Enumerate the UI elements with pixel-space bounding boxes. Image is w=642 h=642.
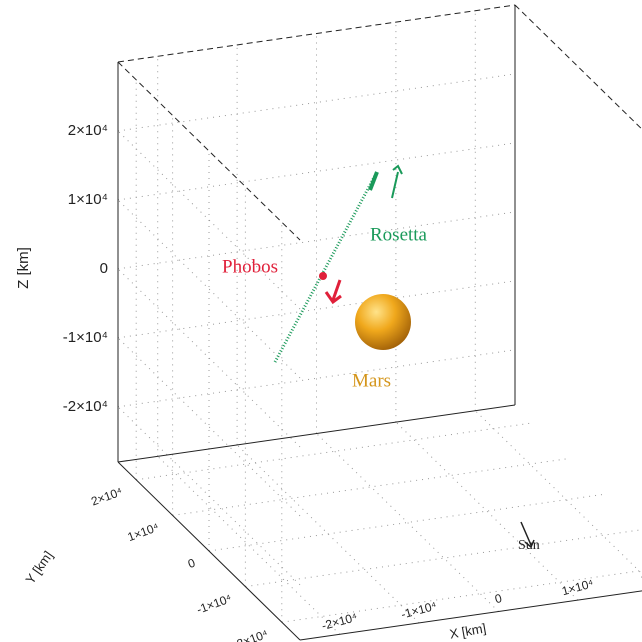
- z-tick-label: -1×10⁴: [63, 329, 108, 346]
- grid-line: [118, 269, 300, 447]
- grid-line: [118, 131, 300, 309]
- y-tick-label: 0: [186, 556, 197, 572]
- x-tick-label: 0: [493, 591, 503, 606]
- x-tick-label: -2×10⁴: [320, 610, 359, 633]
- annotation: Rosetta: [370, 224, 428, 245]
- mars-sphere: [355, 294, 411, 350]
- grid-line: [118, 212, 515, 269]
- z-tick-label: 2×10⁴: [68, 122, 108, 139]
- box-edge: [118, 5, 515, 62]
- grid-line: [317, 434, 499, 612]
- grid-line: [282, 565, 642, 622]
- scene: [275, 166, 534, 547]
- grid-line: [158, 456, 340, 634]
- grid-line: [475, 411, 642, 589]
- grid-line: [209, 494, 606, 551]
- z-tick-label: 0: [100, 260, 108, 277]
- grid-line: [118, 74, 515, 131]
- x-tick-label: 1×10⁴: [560, 576, 595, 598]
- z-tick-label: 1×10⁴: [68, 191, 108, 208]
- grid-line: [118, 350, 515, 407]
- axis-line: [118, 405, 515, 462]
- z-axis-label: Z [km]: [15, 247, 32, 289]
- x-tick-label: -1×10⁴: [400, 599, 439, 622]
- y-tick-label: -2×10⁴: [231, 627, 270, 642]
- chart: -2×10⁴-1×10⁴01×10⁴2×10⁴-2×10⁴-1×10⁴01×10…: [0, 0, 642, 642]
- annotation: Sun: [518, 538, 540, 553]
- y-tick-label: 2×10⁴: [89, 484, 124, 508]
- axes: -2×10⁴-1×10⁴01×10⁴2×10⁴-2×10⁴-1×10⁴01×10…: [63, 5, 642, 642]
- z-tick-label: -2×10⁴: [63, 398, 108, 415]
- grid-line: [396, 422, 578, 600]
- grid-line: [173, 458, 570, 515]
- phobos-arrow: [326, 280, 341, 302]
- y-tick-label: -1×10⁴: [195, 591, 234, 617]
- rosetta-arrow: [392, 166, 402, 198]
- phobos-dot: [319, 272, 327, 280]
- y-axis-label: Y [km]: [22, 548, 55, 587]
- annotation: Mars: [352, 370, 391, 391]
- x-axis-label: X [km]: [448, 620, 487, 641]
- grid-line: [118, 407, 300, 585]
- annotation: Phobos: [222, 256, 278, 277]
- box-edge: [515, 5, 642, 183]
- y-tick-label: 1×10⁴: [126, 520, 161, 544]
